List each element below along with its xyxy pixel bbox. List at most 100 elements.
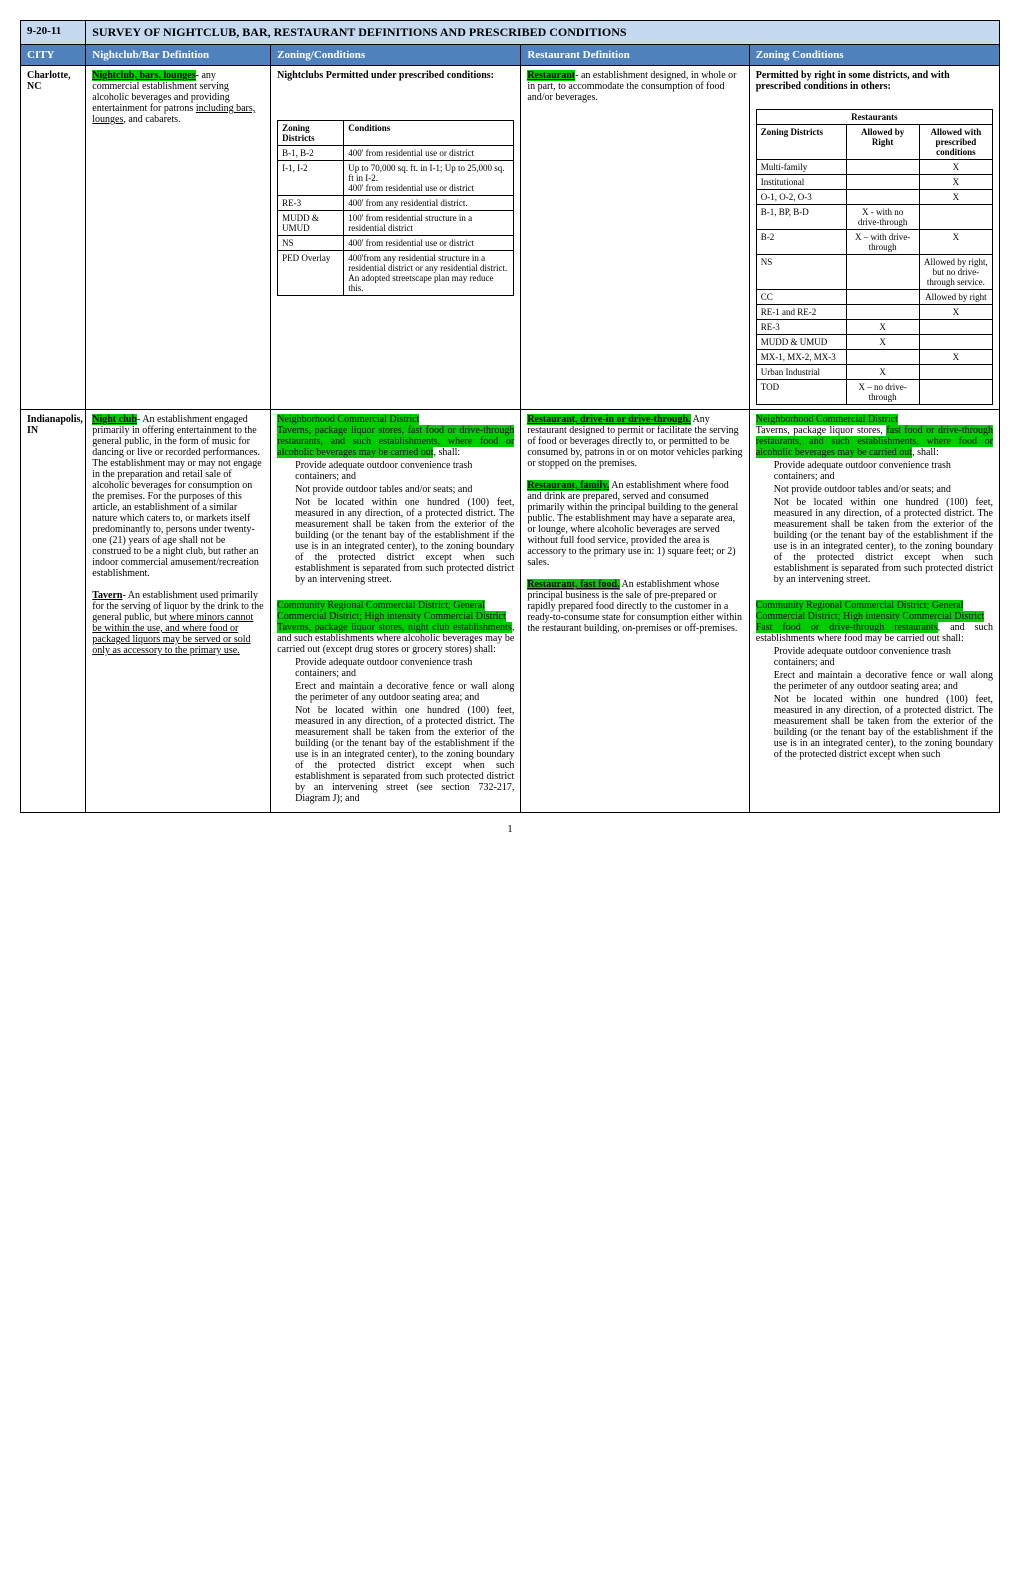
zc-l1-0: Provide adequate outdoor convenience tra…: [295, 460, 514, 482]
indy-rest-def: Restaurant, drive-in or drive-through. A…: [521, 410, 749, 813]
zc-l1-1: Not provide outdoor tables and/or seats;…: [295, 484, 514, 495]
rr4c2: X: [919, 230, 992, 255]
rzc-p1a: Taverns, package liquor stores,: [756, 425, 887, 436]
zc-r3c1: 100' from residential structure in a res…: [344, 211, 514, 236]
rzc-list1: Provide adequate outdoor convenience tra…: [774, 460, 993, 585]
city-charlotte: Charlotte, NC: [21, 66, 86, 410]
nb-term: Nightclub, bars, lounges: [92, 70, 195, 81]
rr2c1: [846, 190, 919, 205]
rzc-l2-2: Not be located within one hundred (100) …: [774, 694, 993, 760]
rest-th0: Zoning Districts: [756, 125, 846, 160]
rest-term: Restaurant: [527, 70, 575, 81]
rzc-p1b: , shall:: [912, 447, 939, 458]
rr2c0: O-1, O-2, O-3: [756, 190, 846, 205]
rzc-h2: Community Regional Commercial District; …: [756, 600, 985, 622]
rzc-p2hl: Fast food or drive-through restaurants: [756, 622, 938, 633]
zc-list2: Provide adequate outdoor convenience tra…: [295, 657, 514, 804]
rr8c1: X: [846, 320, 919, 335]
zc-r3c0: MUDD & UMUD: [278, 211, 344, 236]
page-number: 1: [20, 823, 1000, 835]
nc-def: - An establishment engaged primarily in …: [92, 414, 261, 579]
rest-head-span: Restaurants: [756, 110, 992, 125]
zc-r5c1: 400'from any residential structure in a …: [344, 251, 514, 296]
title-cell: SURVEY OF NIGHTCLUB, BAR, RESTAURANT DEF…: [86, 21, 1000, 45]
zc-l2-2: Not be located within one hundred (100) …: [295, 705, 514, 804]
rr12c0: TOD: [756, 380, 846, 405]
rr7c2: X: [919, 305, 992, 320]
rr3c0: B-1, BP, B-D: [756, 205, 846, 230]
indy-nb-def: Night club- An establishment engaged pri…: [86, 410, 271, 813]
restaurants-table: Restaurants Zoning Districts Allowed by …: [756, 109, 993, 405]
rd-t1: Restaurant, drive-in or drive-through.: [527, 414, 690, 425]
zc-intro: Nightclubs Permitted under prescribed co…: [277, 70, 514, 81]
rr3c2: [919, 205, 992, 230]
rzc-l2-0: Provide adequate outdoor convenience tra…: [774, 646, 993, 668]
rr11c1: X: [846, 365, 919, 380]
rr8c0: RE-3: [756, 320, 846, 335]
zc-r0c0: B-1, B-2: [278, 146, 344, 161]
zc-th1: Zoning Districts: [278, 121, 344, 146]
rr5c0: NS: [756, 255, 846, 290]
row-indianapolis: Indianapolis, IN Night club- An establis…: [21, 410, 1000, 813]
rr5c1: [846, 255, 919, 290]
rr9c2: [919, 335, 992, 350]
charlotte-zc: Nightclubs Permitted under prescribed co…: [271, 66, 521, 410]
rr12c2: [919, 380, 992, 405]
rr1c1: [846, 175, 919, 190]
zc-r0c1: 400' from residential use or district: [344, 146, 514, 161]
indy-rest-zc: Neighborhood Commercial District Taverns…: [749, 410, 999, 813]
rd-t3: Restaurant, fast food.: [527, 579, 619, 590]
nb-def-end: , and cabarets.: [123, 114, 180, 125]
rr5c2: Allowed by right, but no drive-through s…: [919, 255, 992, 290]
charlotte-rest-def: Restaurant- an establishment designed, i…: [521, 66, 749, 410]
zc-p2a: Taverns, package liquor stores, night cl…: [277, 622, 512, 633]
col-restdef: Restaurant Definition: [521, 45, 749, 66]
zc-h1: Neighborhood Commercial District: [277, 414, 419, 425]
column-headers: CITY Nightclub/Bar Definition Zoning/Con…: [21, 45, 1000, 66]
charlotte-rest-zc: Permitted by right in some districts, an…: [749, 66, 999, 410]
rr10c2: X: [919, 350, 992, 365]
rr6c2: Allowed by right: [919, 290, 992, 305]
nc-term: Night club: [92, 414, 137, 425]
zc-h2: Community Regional Commercial District; …: [277, 600, 506, 622]
rr9c1: X: [846, 335, 919, 350]
zc-r2c1: 400' from any residential district.: [344, 196, 514, 211]
rzc-l1-1: Not provide outdoor tables and/or seats;…: [774, 484, 993, 495]
rr10c0: MX-1, MX-2, MX-3: [756, 350, 846, 365]
zc-r5c0: PED Overlay: [278, 251, 344, 296]
rr6c1: [846, 290, 919, 305]
rr0c2: X: [919, 160, 992, 175]
indy-zc: Neighborhood Commercial District Taverns…: [271, 410, 521, 813]
rr7c0: RE-1 and RE-2: [756, 305, 846, 320]
charlotte-zc-table: Zoning Districts Conditions B-1, B-2400'…: [277, 120, 514, 296]
rzc-l1-2: Not be located within one hundred (100) …: [774, 497, 993, 585]
zc-r1c1: Up to 70,000 sq. ft. in I-1; Up to 25,00…: [344, 161, 514, 196]
rr11c2: [919, 365, 992, 380]
zc-r2c0: RE-3: [278, 196, 344, 211]
rest-intro: Permitted by right in some districts, an…: [756, 70, 993, 92]
zc-th2: Conditions: [344, 121, 514, 146]
col-zc: Zoning/Conditions: [271, 45, 521, 66]
rr2c2: X: [919, 190, 992, 205]
zc-r4c1: 400' from residential use or district: [344, 236, 514, 251]
row-charlotte: Charlotte, NC Nightclub, bars, lounges- …: [21, 66, 1000, 410]
col-zc2: Zoning Conditions: [749, 45, 999, 66]
rr1c2: X: [919, 175, 992, 190]
rr0c1: [846, 160, 919, 175]
rzc-l2-1: Erect and maintain a decorative fence or…: [774, 670, 993, 692]
rr4c0: B-2: [756, 230, 846, 255]
rr11c0: Urban Industrial: [756, 365, 846, 380]
zc-p1b: , shall:: [433, 447, 460, 458]
rr4c1: X – with drive-through: [846, 230, 919, 255]
col-nbdef: Nightclub/Bar Definition: [86, 45, 271, 66]
rr12c1: X – no drive-through: [846, 380, 919, 405]
zc-l2-1: Erect and maintain a decorative fence or…: [295, 681, 514, 703]
rd-d2: An establishment where food and drink ar…: [527, 480, 738, 568]
rr7c1: [846, 305, 919, 320]
rzc-list2: Provide adequate outdoor convenience tra…: [774, 646, 993, 760]
rr10c1: [846, 350, 919, 365]
zc-l1-2: Not be located within one hundred (100) …: [295, 497, 514, 585]
rr8c2: [919, 320, 992, 335]
date-cell: 9-20-11: [21, 21, 86, 45]
charlotte-nb-def: Nightclub, bars, lounges- any commercial…: [86, 66, 271, 410]
